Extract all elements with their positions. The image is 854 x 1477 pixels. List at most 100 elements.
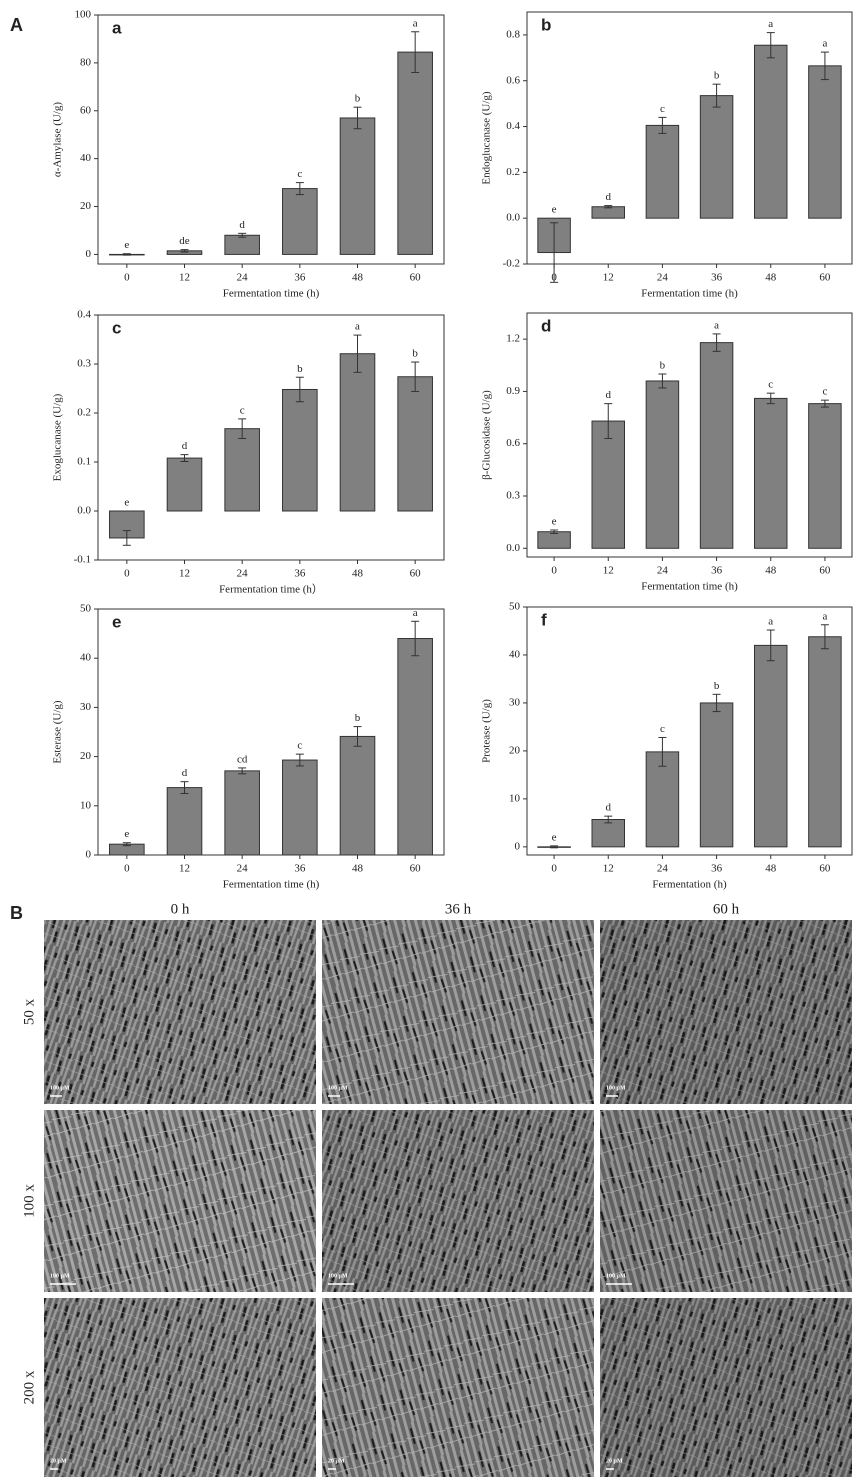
y-tick-label: 0.6 <box>506 74 520 86</box>
error-bar <box>295 376 304 403</box>
significance-letter: b <box>297 363 303 375</box>
sem-shade <box>600 1110 852 1292</box>
bar <box>282 188 318 255</box>
x-axis-label: Fermentation (h) <box>652 879 727 891</box>
bar <box>754 397 788 549</box>
significance-letter: de <box>179 235 190 247</box>
column-header: 60 h <box>713 901 740 917</box>
bar <box>808 403 842 549</box>
error-bar <box>180 781 189 794</box>
significance-letter: d <box>606 802 612 814</box>
error-bar <box>122 842 131 847</box>
x-axis-label: Fermentation time (h) <box>641 581 738 593</box>
x-tick-label: 48 <box>352 272 364 284</box>
error-bar <box>550 222 559 283</box>
y-tick-label: 30 <box>509 696 521 708</box>
y-tick-label: 10 <box>509 792 521 804</box>
column-header: 0 h <box>171 901 190 917</box>
error-bar <box>604 815 613 824</box>
x-tick-label: 36 <box>711 272 723 284</box>
bar <box>754 44 788 219</box>
sem-shade <box>44 920 316 1104</box>
panel-label: a <box>112 18 122 37</box>
x-tick-label: 24 <box>237 863 249 875</box>
significance-letter: c <box>297 740 302 752</box>
error-bar <box>658 116 667 134</box>
error-bar <box>820 624 829 650</box>
significance-letter: c <box>768 379 773 391</box>
y-tick-label: 0 <box>515 840 521 852</box>
y-tick-label: 0 <box>86 248 92 260</box>
x-tick-label: 60 <box>410 568 422 580</box>
significance-letter: b <box>714 680 720 692</box>
y-tick-label: 0.2 <box>506 166 520 178</box>
row-header: 50 x <box>21 998 37 1025</box>
bar <box>591 206 625 219</box>
y-axis-label: Exoglucanase (U/g) <box>52 393 64 481</box>
x-tick-label: 36 <box>711 565 723 577</box>
error-bar <box>411 361 420 392</box>
row-header: 100 x <box>21 1184 37 1218</box>
x-tick-label: 24 <box>657 565 669 577</box>
bar <box>699 342 734 549</box>
significance-letter: a <box>822 38 827 50</box>
error-bar <box>550 845 559 849</box>
sem-image <box>44 920 316 1104</box>
sem-shade <box>322 1110 594 1292</box>
significance-letter: b <box>412 348 418 360</box>
bar <box>339 117 376 255</box>
bar <box>282 388 318 512</box>
x-tick-label: 0 <box>551 863 557 875</box>
y-axis-label: β-Glucosidase (U/g) <box>481 390 493 480</box>
x-axis-label: Fermentation time (h) <box>641 288 738 300</box>
y-axis-label: Endoglucanase (U/g) <box>481 91 493 184</box>
y-tick-label: 0.1 <box>77 456 91 468</box>
plot-frame <box>97 314 445 561</box>
x-tick-label: 24 <box>657 272 669 284</box>
scale-bar-label: 20 μM <box>606 1458 623 1464</box>
bar <box>699 95 734 219</box>
error-bar <box>712 333 721 352</box>
bar <box>339 735 376 856</box>
bar <box>397 638 433 856</box>
significance-letter: e <box>552 831 557 843</box>
y-tick-label: 50 <box>509 601 521 613</box>
significance-letter: b <box>714 70 720 82</box>
y-tick-label: 40 <box>80 152 92 164</box>
error-bar <box>604 403 613 439</box>
bar <box>397 51 433 255</box>
y-tick-label: 20 <box>80 750 92 762</box>
x-tick-label: 12 <box>179 568 190 580</box>
bar <box>339 353 376 512</box>
error-bar <box>295 182 304 196</box>
significance-letter: d <box>182 440 188 452</box>
error-bar <box>122 253 131 256</box>
sem-image <box>600 920 852 1104</box>
y-tick-label: 30 <box>80 701 92 713</box>
bar <box>645 124 680 219</box>
error-bar <box>353 334 362 373</box>
y-axis-label: Esterase (U/g) <box>52 700 64 764</box>
significance-letter: d <box>239 219 245 231</box>
error-bar <box>766 32 775 59</box>
sem-image <box>322 1110 594 1292</box>
y-tick-label: 10 <box>80 799 92 811</box>
x-tick-label: 0 <box>551 565 557 577</box>
significance-letter: c <box>660 103 665 115</box>
y-tick-label: 40 <box>80 652 92 664</box>
significance-letter: e <box>552 204 557 216</box>
y-tick-label: -0.2 <box>503 258 520 270</box>
y-tick-label: 0.2 <box>77 407 91 419</box>
x-tick-label: 60 <box>410 272 422 284</box>
panel-label: e <box>112 612 121 631</box>
significance-letter: d <box>606 389 612 401</box>
scale-bar-label: 100 μM <box>606 1273 626 1279</box>
y-tick-label: 40 <box>509 649 521 661</box>
x-axis-label: Fermentation time (h) <box>223 288 320 300</box>
x-tick-label: 48 <box>765 863 777 875</box>
error-bar <box>353 726 362 747</box>
x-tick-label: 36 <box>294 863 306 875</box>
y-tick-label: 20 <box>80 200 92 212</box>
y-tick-label: 0.8 <box>506 28 520 40</box>
y-tick-label: 0.4 <box>506 120 520 132</box>
